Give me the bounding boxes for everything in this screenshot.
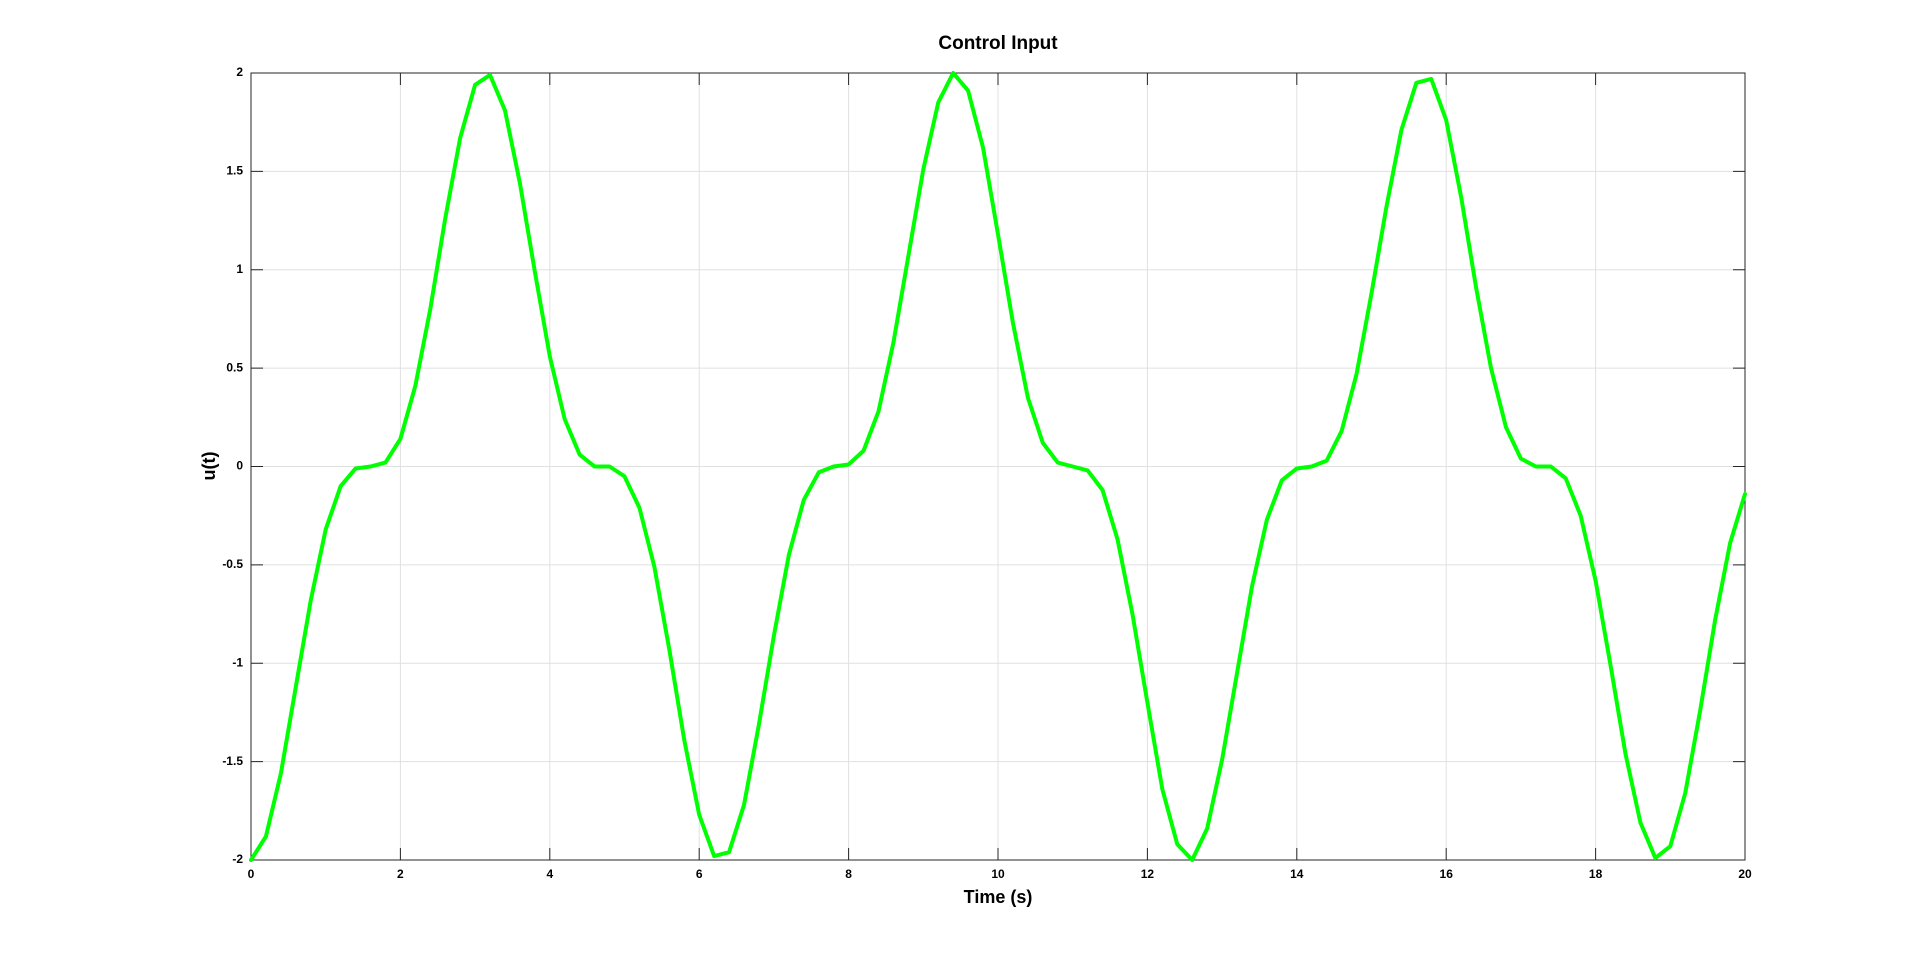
x-tick-label: 14 (1290, 867, 1304, 881)
x-tick-label: 10 (991, 867, 1005, 881)
y-tick-label: 0.5 (226, 360, 243, 374)
x-tick-label: 6 (696, 867, 703, 881)
y-tick-label: -1.5 (222, 754, 243, 768)
y-tick-label: -1 (232, 655, 243, 669)
y-tick-label: -0.5 (222, 557, 243, 571)
y-axis-label: u(t) (199, 452, 219, 481)
y-tick-label: -2 (232, 852, 243, 866)
x-tick-label: 8 (845, 867, 852, 881)
y-tick-label: 2 (236, 65, 243, 79)
chart-title: Control Input (938, 33, 1058, 54)
y-tick-label: 1.5 (226, 164, 243, 178)
axes-box (250, 72, 1746, 861)
x-tick-label: 20 (1738, 867, 1752, 881)
x-axis-label: Time (s) (964, 887, 1033, 907)
x-tick-label: 4 (546, 867, 553, 881)
x-tick-label: 12 (1141, 867, 1155, 881)
x-tick-label: 0 (248, 867, 255, 881)
x-tick-label: 16 (1440, 867, 1454, 881)
x-tick-label: 2 (397, 867, 404, 881)
data-line (249, 71, 1747, 862)
x-tick-label: 18 (1589, 867, 1603, 881)
y-tick-label: 0 (236, 459, 243, 473)
y-tick-label: 1 (236, 262, 243, 276)
